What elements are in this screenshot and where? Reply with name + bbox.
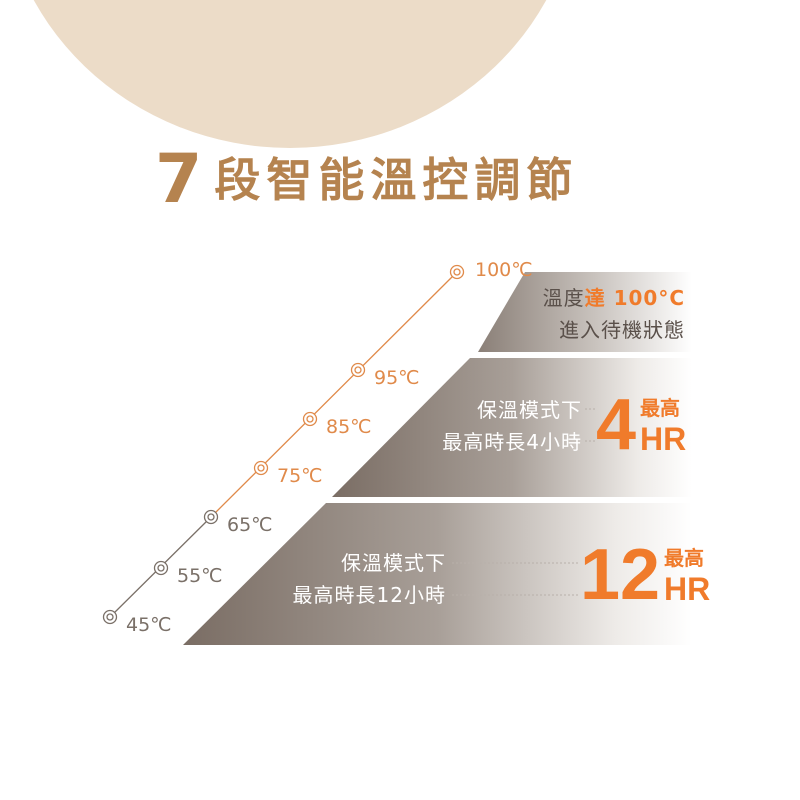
temp-node-icon <box>207 513 215 521</box>
temp-line-orange <box>210 271 458 518</box>
temp-node-icon <box>106 613 114 621</box>
band-top-text: 溫度達 100°C 進入待機狀態 <box>542 286 685 342</box>
temp-label: 95℃ <box>374 367 420 389</box>
temp-label: 100℃ <box>475 259 533 281</box>
middle-big-number: 4 <box>596 385 637 465</box>
page-title: 7 段智能溫控調節 <box>155 140 578 219</box>
temp-label: 75℃ <box>277 465 323 487</box>
band-bottom-text: 保溫模式下 最高時長12小時 <box>292 551 446 607</box>
band-middle <box>332 358 692 497</box>
temp-label: 45℃ <box>126 614 172 636</box>
band-bottom <box>183 503 692 645</box>
temp-node-icon <box>354 366 362 374</box>
bottom-hr-label: HR <box>664 571 711 607</box>
title-text: 段智能溫控調節 <box>214 153 579 207</box>
bottom-max-label: 最高 <box>664 548 704 570</box>
band-middle-text: 保溫模式下 最高時長4小時 <box>442 398 582 454</box>
temp-node-icon <box>257 464 265 472</box>
middle-max-label: 最高 <box>640 398 680 420</box>
dotted-leaders <box>452 408 596 596</box>
middle-hr-label: HR <box>640 421 687 457</box>
temp-label: 85℃ <box>326 416 372 438</box>
temp-node-icon <box>453 268 461 276</box>
decorative-circle <box>33 0 547 148</box>
temp-node-icon <box>306 415 314 423</box>
bottom-big-number: 12 <box>580 535 661 615</box>
band-top <box>478 272 692 352</box>
temp-label: 65℃ <box>227 514 273 536</box>
temp-node-icon <box>157 564 165 572</box>
title-number: 7 <box>155 140 209 219</box>
temp-label: 55℃ <box>177 565 223 587</box>
